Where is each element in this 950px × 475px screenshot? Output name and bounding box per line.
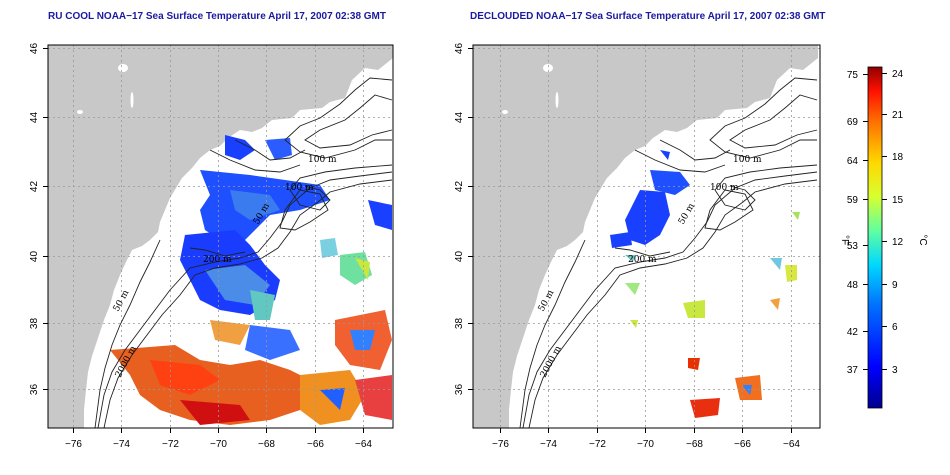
celsius-tick: 15 [892, 195, 904, 206]
celsius-tick: 9 [892, 280, 898, 291]
celsius-tick: 21 [892, 110, 904, 121]
sst-field-left [110, 135, 392, 425]
fahrenheit-tick: 53 [847, 241, 859, 252]
celsius-tick: 18 [892, 152, 904, 163]
contour-label-100m-b: 100 m [710, 183, 739, 193]
lat-tick-label: 44 [29, 112, 40, 124]
celsius-tick: 24 [892, 69, 904, 80]
grid-left [48, 45, 393, 428]
lakes [502, 64, 559, 114]
fahrenheit-tick: 48 [847, 280, 859, 291]
lon-tick-label: −74 [540, 439, 557, 450]
lon-tick-label: −76 [65, 439, 82, 450]
lon-tick-label: −68 [258, 439, 275, 450]
left-panel-title: RU COOL NOAA−17 Sea Surface Temperature … [48, 11, 386, 22]
fahrenheit-labels: 75 69 64 59 53 48 42 37 [847, 70, 859, 376]
right-panel-title: DECLOUDED NOAA−17 Sea Surface Temperatur… [470, 11, 826, 22]
lat-tick-label: 40 [29, 251, 40, 263]
lat-tick-label: 38 [454, 318, 465, 330]
lat-tick-label: 42 [454, 181, 465, 193]
lon-tick-label: −66 [734, 439, 751, 450]
lat-tick-label: 40 [454, 251, 465, 263]
fahrenheit-tick: 75 [847, 70, 859, 81]
left-axis-ticks [43, 48, 364, 433]
lon-tick-label: −68 [686, 439, 703, 450]
lon-tick-label: −70 [210, 439, 227, 450]
celsius-tick: 6 [892, 322, 898, 333]
sst-field-right [610, 150, 800, 418]
lon-tick-label: −76 [492, 439, 509, 450]
right-map: 100 m 100 m 50 m 200 m 50 m 2000 m [473, 45, 820, 428]
grid-right [473, 45, 820, 428]
right-lat-labels: 36 38 40 42 44 46 [454, 43, 465, 396]
fahrenheit-tick: 59 [847, 195, 859, 206]
lat-tick-label: 36 [29, 384, 40, 396]
colorbar-ticks [863, 73, 887, 370]
contour-label-100m-a: 100 m [733, 155, 762, 165]
celsius-tick: 12 [892, 237, 904, 248]
fahrenheit-tick: 42 [847, 327, 859, 338]
left-lon-labels: −76 −74 −72 −70 −68 −66 −64 [65, 439, 372, 450]
fahrenheit-tick: 37 [847, 365, 859, 376]
colorbar: 75 69 64 59 53 48 42 37 24 21 18 15 12 9… [839, 66, 928, 409]
lat-tick-label: 44 [454, 112, 465, 124]
right-axis-ticks [468, 48, 792, 433]
right-lon-labels: −76 −74 −72 −70 −68 −66 −64 [492, 439, 800, 450]
left-map-frame [47, 44, 394, 429]
lat-tick-label: 42 [29, 181, 40, 193]
bathymetry-contours-left [94, 77, 393, 428]
lat-tick-label: 36 [454, 384, 465, 396]
lon-tick-label: −64 [355, 439, 372, 450]
lon-tick-label: −72 [589, 439, 606, 450]
contour-label-200m: 200 m [203, 255, 232, 265]
lon-tick-label: −74 [113, 439, 130, 450]
contour-label-100m-b: 100 m [285, 183, 314, 193]
lon-tick-label: −70 [637, 439, 654, 450]
colorbar-gradient [867, 66, 883, 409]
lat-tick-label: 46 [454, 43, 465, 55]
celsius-axis-label: °C [917, 234, 928, 245]
bathymetry-contours-right [519, 77, 818, 428]
right-map-frame [472, 44, 821, 429]
lon-tick-label: −66 [307, 439, 324, 450]
fahrenheit-tick: 69 [847, 117, 859, 128]
left-map: 100 m 100 m 50 m 200 m 50 m 2000 m [48, 45, 393, 428]
lat-tick-label: 46 [29, 43, 40, 55]
celsius-labels: 24 21 18 15 12 9 6 3 [892, 69, 904, 376]
lon-tick-label: −64 [783, 439, 800, 450]
left-lat-labels: 36 38 40 42 44 46 [29, 43, 40, 396]
lon-tick-label: −72 [162, 439, 179, 450]
contour-label-200m: 200 m [628, 255, 657, 265]
celsius-tick: 3 [892, 365, 898, 376]
lakes [77, 64, 134, 114]
fahrenheit-axis-label: °F [839, 235, 850, 245]
contour-label-100m-a: 100 m [308, 155, 337, 165]
lat-tick-label: 38 [29, 318, 40, 330]
fahrenheit-tick: 64 [847, 156, 859, 167]
